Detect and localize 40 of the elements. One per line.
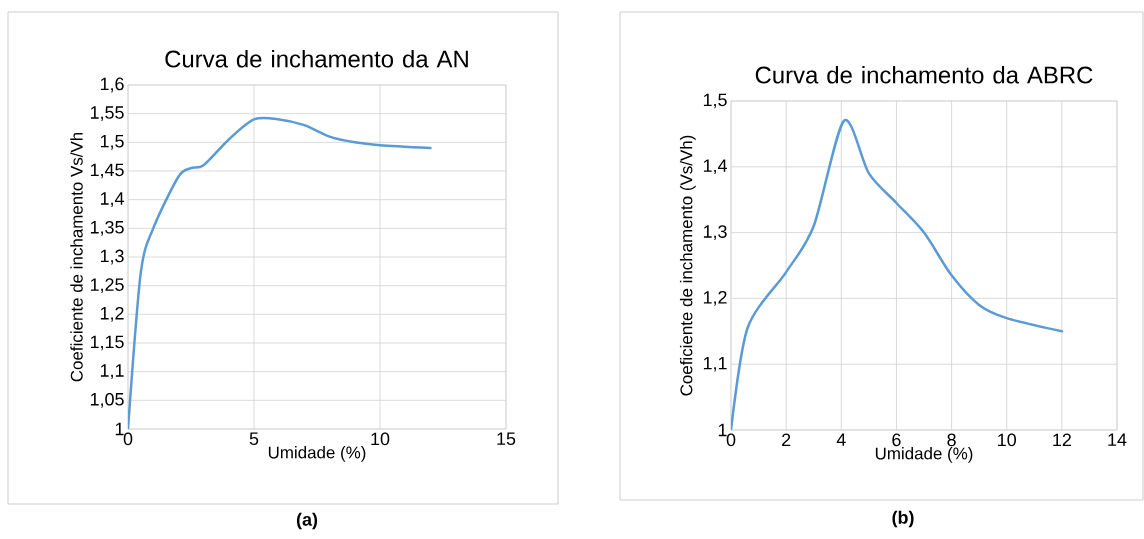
line-series [731, 119, 1064, 430]
text: (b) [892, 510, 914, 528]
y-tick-label: 1,55 [90, 106, 124, 121]
y-tick-label: 1,35 [90, 220, 124, 236]
x-axis-title: Umidade (%) [875, 447, 973, 463]
y-tick-label: 1,05 [90, 392, 124, 408]
y-tick-label: 1,1 [100, 364, 124, 379]
x-tick-label: 5 [249, 432, 259, 446]
y-tick-label: 1,2 [703, 290, 727, 306]
y-tick-label: 1,45 [90, 163, 124, 179]
x-tick-label: 0 [726, 433, 736, 447]
x-tick-label: 14 [1108, 433, 1127, 446]
x-tick-label: 0 [123, 432, 133, 446]
y-tick-label: 1,6 [100, 77, 124, 93]
x-tick-label: 12 [1053, 433, 1071, 447]
x-tick-label: 8 [947, 433, 956, 447]
chart-title: Curva de inchamento da ABRC [755, 65, 1093, 84]
y-axis-title: Coeficiente de inchamento (Vs/Vh) [679, 135, 696, 396]
y-tick-label: 1 [718, 423, 727, 437]
x-tick-label: 6 [892, 433, 901, 447]
y-tick-label: 1,25 [90, 278, 124, 294]
y-tick-label: 1,3 [100, 249, 124, 265]
y-tick-label: 1,1 [703, 356, 727, 372]
y-tick-label: 1,4 [100, 192, 124, 207]
x-axis-title: Umidade (%) [268, 446, 366, 462]
x-tick-label: 15 [497, 432, 516, 446]
y-tick-label: 1,5 [100, 135, 124, 150]
y-tick-label: 1,15 [90, 335, 124, 351]
y-axis-title: Coeficiente de inchamento Vs/Vh [70, 132, 83, 382]
y-tick-label: 1 [115, 422, 124, 436]
x-tick-label: 2 [782, 433, 791, 447]
y-tick-label: 1,5 [703, 93, 727, 109]
chart-title: Curva de inchamento da AN [165, 49, 468, 68]
y-tick-label: 1,4 [703, 159, 727, 175]
text: (a) [296, 512, 318, 530]
x-tick-label: 10 [371, 432, 390, 446]
y-tick-label: 1,3 [703, 225, 727, 241]
x-tick-label: 10 [998, 433, 1016, 447]
y-tick-label: 1,2 [100, 306, 124, 322]
x-tick-label: 4 [836, 433, 846, 446]
